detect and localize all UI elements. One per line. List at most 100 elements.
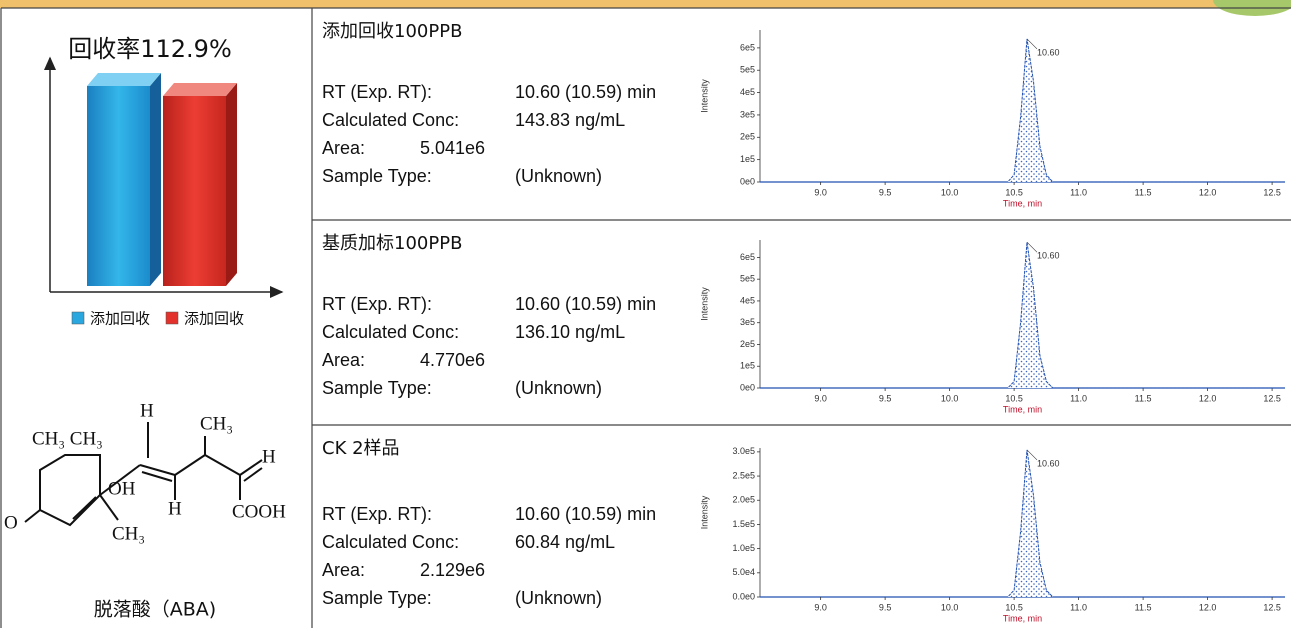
y-tick-label: 4e5 <box>740 87 755 97</box>
x-tick-label: 10.5 <box>1005 187 1023 197</box>
field-value: 10.60 (10.59) min <box>515 82 656 102</box>
bar-side <box>150 73 161 286</box>
x-tick-label: 12.5 <box>1263 393 1281 403</box>
field-label: Area: <box>322 560 365 580</box>
x-tick-label: 11.5 <box>1135 393 1152 403</box>
field-label: RT (Exp. RT): <box>322 504 432 524</box>
atom-label: COOH <box>232 501 286 522</box>
y-tick-label: 0e0 <box>740 176 755 186</box>
y-tick-label: 1.0e5 <box>732 543 755 553</box>
legend-label: 添加回收 <box>184 310 244 328</box>
atom-label: H <box>140 400 154 421</box>
atom-label: H <box>168 498 182 519</box>
trace <box>769 39 1285 182</box>
field-value: (Unknown) <box>515 378 602 398</box>
y-tick-label: 2e5 <box>740 132 755 142</box>
x-tick-label: 11.5 <box>1135 602 1152 612</box>
x-tick-label: 9.0 <box>814 187 827 197</box>
field-value: 143.83 ng/mL <box>515 110 625 130</box>
y-tick-label: 5e5 <box>740 274 755 284</box>
x-tick-label: 12.0 <box>1199 393 1217 403</box>
field-value: (Unknown) <box>515 588 602 608</box>
x-tick-label: 9.5 <box>879 393 892 403</box>
x-tick-label: 12.5 <box>1263 602 1281 612</box>
field-label: Calculated Conc: <box>322 110 459 130</box>
atom-label: CH₃ <box>112 523 145 544</box>
atom-label: CH₃ CH₃ <box>32 428 103 449</box>
field-value: 10.60 (10.59) min <box>515 504 656 524</box>
field-label: Sample Type: <box>322 588 432 608</box>
y-tick-label: 3e5 <box>740 109 755 119</box>
field-label: RT (Exp. RT): <box>322 294 432 314</box>
structure: CH₃ CH₃ H CH₃ H OH H COOH O CH₃ <box>4 400 286 544</box>
x-tick-label: 11.5 <box>1135 187 1152 197</box>
bar-chart: 添加回收 添加回收 <box>72 73 244 328</box>
page: 回收率112.9% 添加回收 添加回收 CH₃ CH₃ H CH₃ H OH H … <box>0 0 1291 628</box>
bar-side <box>226 83 237 286</box>
field-label: Sample Type: <box>322 166 432 186</box>
y-tick-label: 1e5 <box>740 154 755 164</box>
x-axis-label: Time, min <box>1003 613 1042 623</box>
row-title: 添加回收100PPB <box>322 21 462 42</box>
bar <box>163 96 226 286</box>
bar-top <box>87 73 161 86</box>
y-axis-label: Intensity <box>699 495 709 529</box>
y-tick-label: 4e5 <box>740 295 755 305</box>
x-tick-label: 9.0 <box>814 393 827 403</box>
x-tick-label: 10.5 <box>1005 602 1023 612</box>
field-value: 5.041e6 <box>420 138 485 158</box>
field-label: RT (Exp. RT): <box>322 82 432 102</box>
x-tick-label: 10.0 <box>941 187 959 197</box>
legend-swatch <box>166 312 178 324</box>
field-value: 10.60 (10.59) min <box>515 294 656 314</box>
field-label: Area: <box>322 350 365 370</box>
y-tick-label: 3e5 <box>740 317 755 327</box>
field-value: 4.770e6 <box>420 350 485 370</box>
field-label: Area: <box>322 138 365 158</box>
legend-label: 添加回收 <box>90 310 150 328</box>
x-tick-label: 10.5 <box>1005 393 1023 403</box>
x-tick-label: 11.0 <box>1070 602 1087 612</box>
x-axis-label: Time, min <box>1003 404 1042 414</box>
recovery-title: 回收率112.9% <box>68 35 232 63</box>
x-tick-label: 12.0 <box>1199 187 1217 197</box>
peak-label: 10.60 <box>1037 458 1060 468</box>
y-tick-label: 2.5e5 <box>732 470 755 480</box>
atom-label: OH <box>108 478 136 499</box>
x-tick-label: 12.0 <box>1199 602 1217 612</box>
bar <box>87 86 150 286</box>
x-axis-label: Time, min <box>1003 198 1042 208</box>
y-tick-label: 1e5 <box>740 361 755 371</box>
y-tick-label: 2.0e5 <box>732 495 755 505</box>
x-tick-label: 12.5 <box>1263 187 1281 197</box>
x-tick-label: 11.0 <box>1070 187 1087 197</box>
compound-name: 脱落酸（ABA) <box>94 599 216 621</box>
y-tick-label: 2e5 <box>740 339 755 349</box>
atom-label: H <box>262 446 276 467</box>
y-axis-label: Intensity <box>699 79 709 113</box>
y-tick-label: 0.0e0 <box>732 591 755 601</box>
y-tick-label: 6e5 <box>740 252 755 262</box>
bar-top <box>163 83 237 96</box>
peak-label: 10.60 <box>1037 251 1060 261</box>
y-tick-label: 3.0e5 <box>732 446 755 456</box>
top-strip <box>0 0 1291 8</box>
row-title: 基质加标100PPB <box>322 233 462 254</box>
field-label: Sample Type: <box>322 378 432 398</box>
x-tick-label: 10.0 <box>941 393 959 403</box>
row-title: CK 2样品 <box>322 438 400 459</box>
atom-label: O <box>4 512 18 533</box>
x-tick-label: 11.0 <box>1070 393 1087 403</box>
legend-swatch <box>72 312 84 324</box>
x-tick-label: 9.5 <box>879 187 892 197</box>
atom-label: CH₃ <box>200 413 233 434</box>
field-value: 136.10 ng/mL <box>515 322 625 342</box>
trace <box>769 242 1285 388</box>
y-tick-label: 0e0 <box>740 382 755 392</box>
field-label: Calculated Conc: <box>322 322 459 342</box>
y-tick-label: 1.5e5 <box>732 519 755 529</box>
field-value: (Unknown) <box>515 166 602 186</box>
y-tick-label: 5.0e4 <box>732 567 755 577</box>
x-tick-label: 10.0 <box>941 602 959 612</box>
peak-label: 10.60 <box>1037 47 1060 57</box>
